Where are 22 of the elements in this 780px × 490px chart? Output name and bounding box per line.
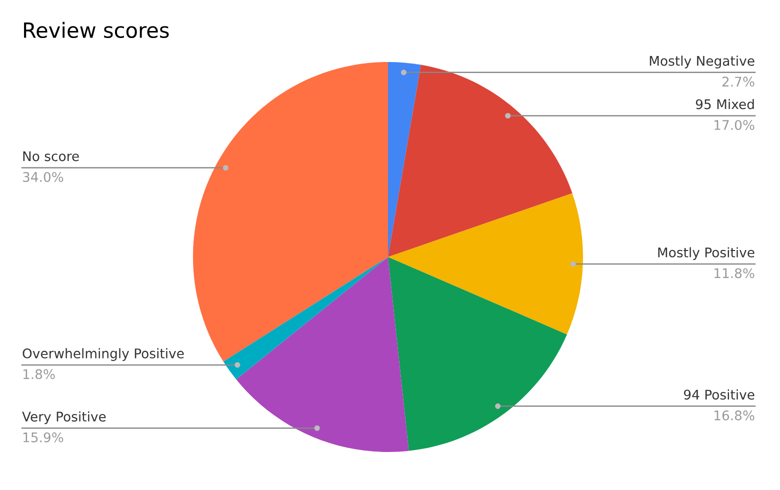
slice-label: Very Positive	[22, 411, 106, 424]
pie-slice	[236, 257, 409, 452]
slice-label: 94 Positive	[684, 389, 754, 400]
data-label: 1.8%	[23, 369, 55, 380]
chart-title: Review scores	[24, 22, 169, 38]
data-label: 17.0%	[714, 120, 754, 130]
slice-label: Overwhelmingly Positive	[22, 348, 184, 361]
data-label: 15.9%	[23, 432, 64, 442]
pie-slice	[193, 62, 388, 362]
data-label: 34.0%	[23, 172, 64, 182]
slice-label: No score	[23, 151, 79, 162]
slice-label: 95 Mixed	[696, 98, 754, 110]
data-label: 11.8%	[714, 268, 754, 278]
pie-slice	[388, 257, 567, 451]
pie-slice	[388, 193, 583, 334]
slice-label: Mostly Negative	[650, 56, 754, 68]
slice-label: Mostly Positive	[658, 247, 754, 260]
pie-slice	[223, 257, 388, 380]
data-label: 2.7%	[722, 76, 754, 87]
data-label: 16.8%	[714, 410, 754, 420]
pie-slice	[388, 64, 572, 257]
pie-slice	[388, 62, 421, 257]
